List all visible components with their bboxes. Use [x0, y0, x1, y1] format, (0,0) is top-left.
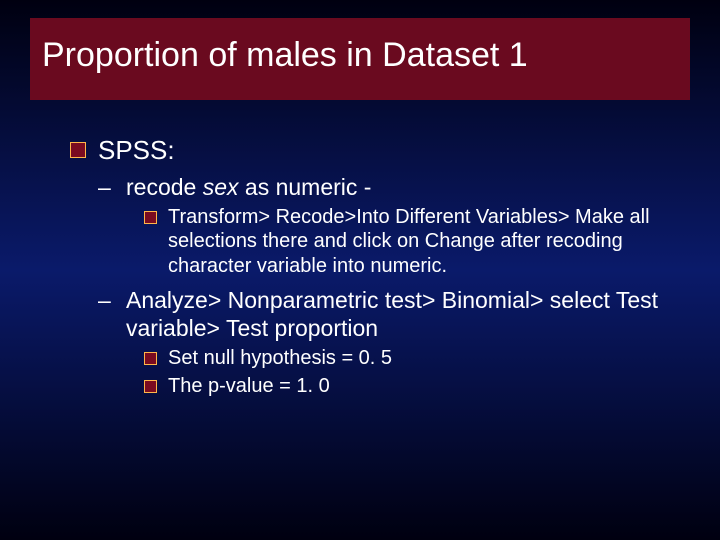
square-bullet-icon [70, 142, 86, 158]
square-bullet-icon [144, 352, 157, 365]
text-run: as numeric - [239, 174, 372, 200]
list-item: The p-value = 1. 0 [144, 374, 672, 398]
square-bullet-icon [144, 211, 157, 224]
bullet-list: SPSS: – recode sex as numeric - Transfor… [70, 135, 672, 399]
slide-title: Proportion of males in Dataset 1 [42, 36, 528, 75]
dash-bullet-icon: – [98, 173, 111, 201]
bullet-list: Set null hypothesis = 0. 5 The p-value =… [144, 346, 672, 399]
text-run: recode [126, 174, 203, 200]
list-item-label: Set null hypothesis = 0. 5 [168, 347, 392, 369]
slide: Proportion of males in Dataset 1 SPSS: –… [0, 0, 720, 540]
slide-title-band: Proportion of males in Dataset 1 [30, 18, 690, 100]
list-item-label: SPSS: [98, 135, 175, 165]
bullet-list: – recode sex as numeric - Transform> Rec… [98, 173, 672, 399]
dash-bullet-icon: – [98, 286, 111, 314]
list-item-label: recode sex as numeric - [126, 174, 371, 200]
square-bullet-icon [144, 380, 157, 393]
list-item: SPSS: – recode sex as numeric - Transfor… [70, 135, 672, 399]
list-item: Transform> Recode>Into Different Variabl… [144, 205, 672, 278]
list-item: – Analyze> Nonparametric test> Binomial>… [98, 286, 672, 399]
bullet-list: Transform> Recode>Into Different Variabl… [144, 205, 672, 278]
list-item-label: Analyze> Nonparametric test> Binomial> s… [126, 287, 658, 341]
list-item: Set null hypothesis = 0. 5 [144, 346, 672, 370]
list-item-label: Transform> Recode>Into Different Variabl… [168, 206, 650, 277]
text-run-italic: sex [203, 174, 239, 200]
list-item: – recode sex as numeric - Transform> Rec… [98, 173, 672, 278]
slide-body: SPSS: – recode sex as numeric - Transfor… [70, 135, 672, 407]
list-item-label: The p-value = 1. 0 [168, 375, 330, 397]
